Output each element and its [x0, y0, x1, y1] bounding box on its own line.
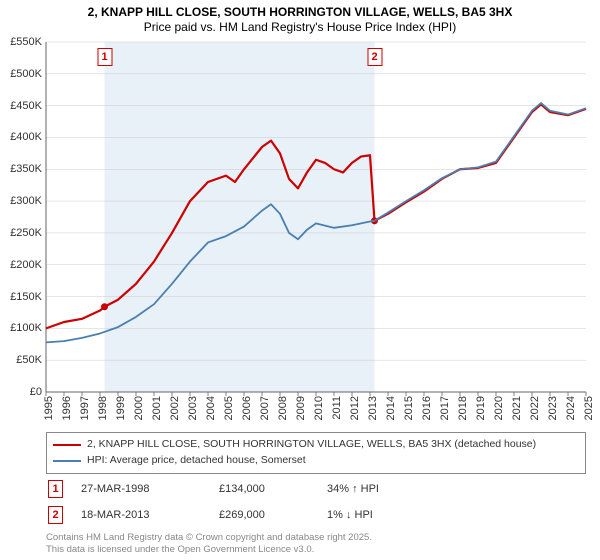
- event-price: £269,000: [219, 509, 309, 521]
- x-axis-tick-label: 1995: [43, 396, 55, 420]
- x-axis-tick-label: 2009: [295, 396, 307, 420]
- event-marker-1: 1: [97, 48, 112, 66]
- y-axis-tick-label: £0: [30, 386, 42, 398]
- x-axis-tick-label: 2020: [493, 396, 505, 420]
- x-axis-tick-label: 2002: [169, 396, 181, 420]
- x-axis-tick-label: 1997: [79, 396, 91, 420]
- x-axis-tick-label: 2016: [421, 396, 433, 420]
- y-axis-tick-label: £200K: [10, 259, 42, 271]
- footer-line-1: Contains HM Land Registry data © Crown c…: [46, 532, 586, 544]
- chart-svg: [46, 42, 586, 392]
- event-date: 18-MAR-2013: [81, 509, 201, 521]
- event-row: 1 27-MAR-1998 £134,000 34% ↑ HPI: [46, 476, 586, 502]
- x-axis-tick-label: 2019: [475, 396, 487, 420]
- x-axis-tick-label: 2004: [205, 396, 217, 420]
- x-axis-tick-label: 1996: [61, 396, 73, 420]
- x-axis-tick-label: 1999: [115, 396, 127, 420]
- event-row: 2 18-MAR-2013 £269,000 1% ↓ HPI: [46, 502, 586, 528]
- footer-attribution: Contains HM Land Registry data © Crown c…: [46, 532, 586, 556]
- x-axis-tick-label: 2006: [241, 396, 253, 420]
- x-axis-tick-label: 2024: [565, 396, 577, 420]
- y-axis-tick-label: £400K: [10, 131, 42, 143]
- y-axis-tick-label: £300K: [10, 195, 42, 207]
- y-axis-tick-label: £50K: [16, 354, 42, 366]
- y-axis-tick-label: £550K: [10, 36, 42, 48]
- x-axis-tick-label: 2007: [259, 396, 271, 420]
- x-axis-tick-label: 2000: [133, 396, 145, 420]
- event-number-box: 1: [48, 480, 63, 498]
- chart-subtitle: Price paid vs. HM Land Registry's House …: [0, 20, 600, 38]
- legend-item: HPI: Average price, detached house, Some…: [53, 453, 579, 469]
- event-delta: 34% ↑ HPI: [327, 483, 584, 495]
- x-axis-tick-label: 2005: [223, 396, 235, 420]
- x-axis-tick-label: 2022: [529, 396, 541, 420]
- event-delta: 1% ↓ HPI: [327, 509, 584, 521]
- legend-label: 2, KNAPP HILL CLOSE, SOUTH HORRINGTON VI…: [87, 437, 536, 453]
- chart-container: 2, KNAPP HILL CLOSE, SOUTH HORRINGTON VI…: [0, 0, 600, 560]
- legend-item: 2, KNAPP HILL CLOSE, SOUTH HORRINGTON VI…: [53, 437, 579, 453]
- legend-swatch: [53, 444, 81, 446]
- event-date: 27-MAR-1998: [81, 483, 201, 495]
- legend-label: HPI: Average price, detached house, Some…: [87, 453, 306, 469]
- x-axis-tick-label: 2021: [511, 396, 523, 420]
- event-price: £134,000: [219, 483, 309, 495]
- x-axis-tick-label: 2014: [385, 396, 397, 420]
- chart-title: 2, KNAPP HILL CLOSE, SOUTH HORRINGTON VI…: [0, 0, 600, 20]
- x-axis-tick-label: 2003: [187, 396, 199, 420]
- legend-swatch: [53, 460, 81, 462]
- x-axis-tick-label: 2025: [583, 396, 595, 420]
- x-axis-tick-label: 2012: [349, 396, 361, 420]
- events-table: 1 27-MAR-1998 £134,000 34% ↑ HPI 2 18-MAR-201…: [46, 476, 586, 528]
- y-axis-tick-label: £250K: [10, 227, 42, 239]
- y-axis-tick-label: £500K: [10, 68, 42, 80]
- legend: 2, KNAPP HILL CLOSE, SOUTH HORRINGTON VI…: [46, 432, 586, 474]
- x-axis-tick-label: 2018: [457, 396, 469, 420]
- x-axis-tick-label: 1998: [97, 396, 109, 420]
- y-axis-tick-label: £100K: [10, 322, 42, 334]
- footer-line-2: This data is licensed under the Open Gov…: [46, 544, 586, 556]
- x-axis-tick-label: 2023: [547, 396, 559, 420]
- x-axis-tick-label: 2001: [151, 396, 163, 420]
- x-axis-tick-label: 2013: [367, 396, 379, 420]
- x-axis-tick-label: 2010: [313, 396, 325, 420]
- x-axis-tick-label: 2015: [403, 396, 415, 420]
- x-axis-tick-label: 2017: [439, 396, 451, 420]
- y-axis-tick-label: £350K: [10, 163, 42, 175]
- x-axis-tick-label: 2008: [277, 396, 289, 420]
- plot-area: £0£50K£100K£150K£200K£250K£300K£350K£400…: [46, 42, 586, 392]
- x-axis-tick-label: 2011: [331, 396, 343, 420]
- event-marker-2: 2: [367, 48, 382, 66]
- y-axis-tick-label: £150K: [10, 291, 42, 303]
- y-axis-tick-label: £450K: [10, 100, 42, 112]
- event-number-box: 2: [48, 506, 63, 524]
